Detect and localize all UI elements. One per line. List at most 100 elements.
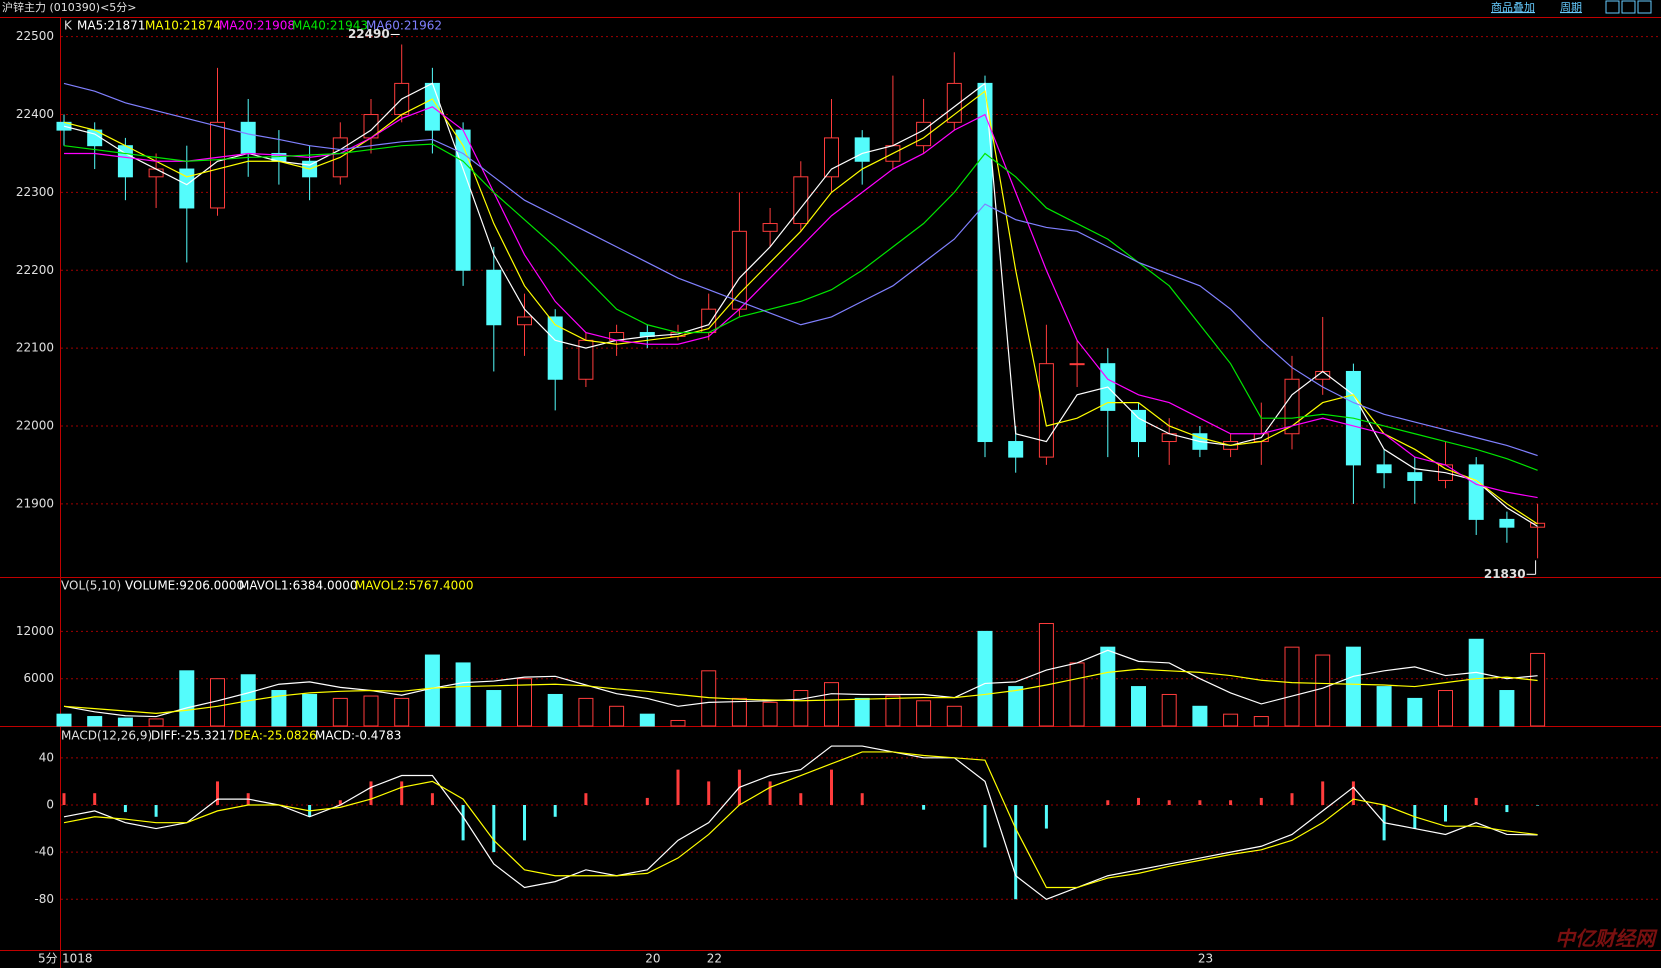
volume-bar (977, 630, 993, 727)
volume-bar (1407, 697, 1423, 727)
legend-entry: MA60:21962 (366, 19, 442, 33)
volume-bar (179, 670, 195, 727)
volume-bar (854, 697, 870, 727)
volume-bar (639, 713, 655, 727)
volume-bar (1069, 662, 1085, 727)
volume-bar (1284, 646, 1300, 727)
y-tick-label: 22200 (16, 263, 54, 277)
volume-bar (1192, 705, 1208, 727)
indicator-line (63, 751, 1538, 889)
candle-body (1038, 363, 1054, 458)
panel-header: VOL(5,10) (61, 579, 121, 593)
left-icon[interactable] (1605, 0, 1620, 14)
candle-body (1069, 363, 1085, 366)
y-tick-label: -80 (34, 892, 54, 906)
volume-bar (946, 705, 962, 727)
indicator-line (63, 668, 1538, 714)
indicator-line (63, 649, 1538, 718)
volume-bar (1345, 646, 1361, 727)
y-tick-label: 0 (46, 797, 54, 811)
volume-bar (363, 695, 379, 727)
candle-body (1499, 518, 1515, 528)
candle-body (762, 223, 778, 232)
volume-bar (1315, 654, 1331, 727)
volume-bar (547, 693, 563, 727)
x-tick-label: 1018 (62, 952, 93, 966)
candle-body (1376, 464, 1392, 474)
candle-body (731, 230, 747, 310)
legend-entry: VOLUME:9206.0000 (125, 579, 244, 593)
legend-entry: DIFF:-25.3217 (151, 729, 235, 743)
right-icon[interactable] (1621, 0, 1636, 14)
volume-bar (56, 713, 72, 727)
indicator-line (63, 82, 1538, 527)
volume-bar (517, 678, 532, 727)
candle-body (179, 168, 195, 209)
candle-body (1530, 522, 1546, 528)
candle-body (240, 121, 256, 154)
volume-bar (1438, 690, 1453, 727)
y-tick-label: 12000 (16, 624, 54, 638)
volume-bar (609, 705, 625, 727)
legend-entry: MA5:21871 (77, 19, 145, 33)
zoom-icon[interactable] (1637, 0, 1652, 14)
watermark: 中亿财经网 (1555, 927, 1658, 951)
x-tick-label: 22 (707, 952, 722, 966)
volume-bar (302, 693, 318, 727)
toolbar-title: 沪锌主力 (010390)<5分> (2, 0, 137, 14)
y-tick-label: 6000 (23, 671, 54, 685)
candle-body (578, 339, 594, 380)
high-label: 22490 (348, 27, 390, 41)
candle-body (793, 176, 809, 225)
volume-bar (731, 697, 747, 727)
volume-bar (1223, 713, 1239, 727)
legend-entry: DEA:-25.0826 (234, 729, 317, 743)
period-label: 5分 (38, 952, 58, 966)
y-tick-label: 21900 (16, 496, 54, 510)
candle-body (486, 269, 502, 326)
candle-body (148, 168, 164, 178)
candle-body (1407, 472, 1423, 481)
candle-body (210, 121, 225, 209)
legend-entry: MA10:21874 (145, 19, 221, 33)
volume-bar (793, 690, 809, 727)
candle-body (1131, 409, 1146, 443)
legend-entry: MA40:21943 (292, 19, 368, 33)
volume-bar (1253, 716, 1269, 727)
panel-header: K (64, 19, 73, 33)
volume-bar (87, 716, 103, 727)
volume-bar (332, 697, 348, 727)
y-tick-label: 22100 (16, 341, 54, 355)
volume-bar (1100, 646, 1116, 727)
indicator-line (63, 143, 1538, 471)
candle-body (1008, 441, 1024, 458)
period-button[interactable]: 周期 (1560, 1, 1582, 14)
volume-bar (1499, 690, 1515, 727)
indicator-line (63, 82, 1538, 457)
volume-bar (1161, 693, 1177, 727)
candle-body (854, 137, 870, 162)
panel-header: MACD(12,26,9) (61, 729, 152, 743)
volume-bar (1131, 686, 1146, 727)
x-tick-label: 23 (1198, 952, 1213, 966)
indicator-line (63, 745, 1538, 900)
volume-bar (394, 697, 410, 727)
low-label: 21830 (1484, 567, 1526, 581)
volume-bar (486, 690, 502, 727)
candle-body (547, 316, 563, 380)
y-tick-label: -40 (34, 845, 54, 859)
overlay-button[interactable]: 商品叠加 (1491, 0, 1535, 14)
volume-bar (1530, 652, 1546, 727)
volume-bar (148, 718, 164, 727)
volume-bar (824, 682, 839, 727)
volume-bar (1008, 686, 1024, 727)
candle-body (824, 137, 839, 178)
candle-body (1468, 464, 1484, 520)
volume-bar (670, 719, 686, 727)
candle-body (517, 316, 532, 326)
volume-bar (916, 700, 932, 727)
x-tick-label: 20 (645, 952, 660, 966)
legend-entry: MAVOL1:6384.0000 (239, 579, 358, 593)
y-tick-label: 22500 (16, 29, 54, 43)
